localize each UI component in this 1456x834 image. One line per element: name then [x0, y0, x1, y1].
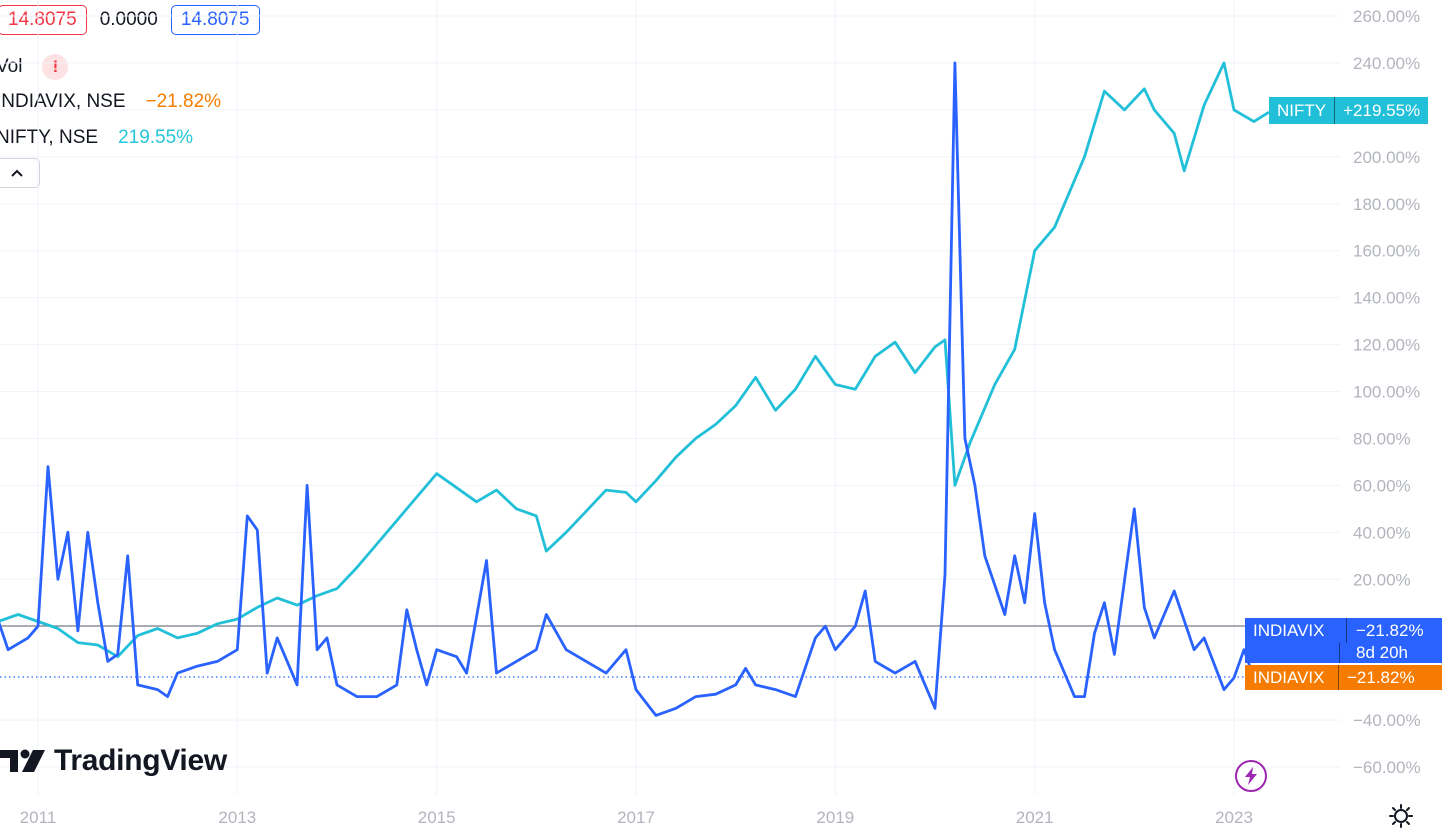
y-tick-label: 120.00% [1353, 336, 1420, 355]
series-lines [0, 61, 1270, 717]
y-tick-label: 140.00% [1353, 289, 1420, 308]
grid [0, 0, 1340, 795]
vol-label: Vol [0, 56, 23, 77]
indiavix-orange-tag: INDIAVIX −21.82% [1245, 665, 1442, 690]
tag-separator [1334, 97, 1336, 124]
y-tick-label: −60.00% [1353, 758, 1421, 777]
tag-separator [1339, 643, 1340, 663]
indiavix-countdown: 8d 20h [1356, 643, 1408, 662]
ohlc-right-value: 14.8075 [170, 5, 260, 35]
y-tick-label: 80.00% [1353, 429, 1411, 448]
tag-separator [1346, 618, 1347, 643]
warning-icon[interactable]: ! [42, 54, 69, 80]
y-tick-label: 200.00% [1353, 148, 1420, 167]
indiavix-tag-value: −21.82% [1356, 620, 1424, 640]
x-tick-label: 2021 [1016, 808, 1054, 827]
legend-series-nifty[interactable]: NIFTY, NSE 219.55% [0, 127, 193, 149]
tag-separator [1338, 665, 1339, 690]
gear-icon [1389, 804, 1413, 828]
chevron-up-icon [11, 169, 23, 177]
y-tick-label: 260.00% [1353, 7, 1420, 26]
ohlc-change: 0.0000 [99, 9, 158, 30]
vol-row[interactable]: Vol ! [0, 54, 69, 80]
tradingview-logo-text: TradingView [54, 744, 227, 777]
y-tick-label: 20.00% [1353, 570, 1411, 589]
series-line-indiavix [0, 61, 1256, 717]
reference-levels [0, 625, 1245, 678]
lightning-icon [1245, 767, 1257, 785]
x-tick-label: 2023 [1215, 808, 1253, 827]
x-axis-ticks: 2011 2013 2015 2017 2019 2021 2023 [20, 808, 1253, 827]
series-value-nifty: 219.55% [118, 127, 194, 148]
collapse-legend-button[interactable] [0, 158, 40, 188]
x-tick-label: 2019 [816, 808, 854, 827]
y-tick-label: 180.00% [1353, 195, 1420, 214]
y-tick-label: 240.00% [1353, 54, 1420, 73]
indiavix-tag-name: INDIAVIX [1253, 620, 1325, 640]
tradingview-logo[interactable]: TradingView [0, 744, 227, 778]
x-tick-label: 2015 [418, 808, 456, 827]
tradingview-logo-icon [0, 749, 45, 772]
series-label-indiavix: INDIAVIX, NSE [0, 91, 126, 112]
indiavix-orange-tag-name: INDIAVIX [1253, 667, 1325, 687]
ohlc-left-value: 14.8075 [0, 5, 87, 35]
series-label-nifty: NIFTY, NSE [0, 127, 99, 148]
series-line-nifty [0, 61, 1270, 659]
y-tick-label: 160.00% [1353, 242, 1420, 261]
x-tick-label: 2013 [218, 808, 256, 827]
y-tick-label: 40.00% [1353, 523, 1411, 542]
y-tick-label: −40.00% [1353, 711, 1421, 730]
legend-series-indiavix[interactable]: INDIAVIX, NSE −21.82% [0, 91, 221, 113]
series-value-indiavix: −21.82% [145, 91, 222, 112]
nifty-price-tag: NIFTY +219.55% [1269, 97, 1429, 124]
indiavix-price-tag: INDIAVIX −21.82% 8d 20h [1245, 618, 1442, 663]
y-tick-label: 60.00% [1353, 476, 1411, 495]
x-tick-label: 2017 [617, 808, 655, 827]
settings-button[interactable] [1388, 803, 1414, 829]
ohlc-row: 14.8075 0.0000 14.8075 [0, 5, 260, 35]
lightning-button[interactable] [1235, 760, 1267, 792]
nifty-tag-name: NIFTY [1277, 100, 1327, 120]
x-tick-label: 2011 [20, 808, 57, 827]
nifty-tag-value: +219.55% [1343, 100, 1421, 120]
indiavix-orange-tag-value: −21.82% [1347, 667, 1415, 687]
y-tick-label: 100.00% [1353, 383, 1420, 402]
